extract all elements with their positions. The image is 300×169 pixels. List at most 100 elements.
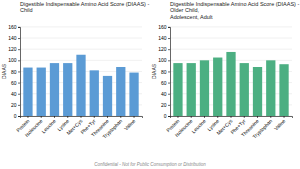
y-tick: 80 bbox=[161, 69, 170, 75]
grid bbox=[170, 27, 292, 116]
y-tick: 120 bbox=[158, 46, 170, 52]
y-tick: 100 bbox=[8, 57, 20, 63]
bars bbox=[173, 52, 288, 116]
tick-mark bbox=[18, 83, 20, 84]
y-axis-title: DIAAS bbox=[1, 63, 7, 79]
tick-mark bbox=[81, 116, 82, 118]
grid bbox=[20, 27, 142, 116]
axis-line bbox=[18, 27, 21, 116]
bar bbox=[116, 67, 125, 116]
bar bbox=[90, 70, 99, 116]
x-tick: Valine bbox=[273, 116, 287, 132]
bar bbox=[266, 60, 275, 116]
bar bbox=[37, 68, 46, 116]
y-axis: 0 20 40 60 80 100 120 140 160 bbox=[158, 24, 170, 119]
y-tick: 20 bbox=[161, 102, 170, 108]
tick-mark bbox=[18, 116, 20, 117]
y-tick: 60 bbox=[11, 80, 20, 86]
tick-mark bbox=[18, 60, 20, 61]
tick-mark bbox=[54, 116, 55, 118]
y-tick: 0 bbox=[14, 113, 20, 119]
y-tick: 20 bbox=[11, 102, 20, 108]
tick-label: 140 bbox=[8, 35, 17, 41]
tick-mark bbox=[27, 116, 28, 118]
tick-label: 80 bbox=[161, 69, 167, 75]
tick-mark bbox=[168, 105, 170, 106]
tick-label: Valine bbox=[123, 118, 137, 132]
tick-mark bbox=[41, 116, 42, 118]
x-tick: Tryptophan bbox=[251, 116, 273, 140]
chart-title: Digestible Indispensable Amino Acid Scor… bbox=[170, 1, 300, 20]
bar bbox=[240, 63, 249, 116]
x-tick: Leucine bbox=[190, 116, 207, 134]
tick-label: 100 bbox=[8, 57, 17, 63]
chart-title-line: Digestible Indispensable Amino Acid Scor… bbox=[170, 1, 300, 7]
tick-label: 160 bbox=[158, 24, 167, 30]
y-tick: 80 bbox=[11, 69, 20, 75]
grid-line bbox=[170, 26, 292, 27]
tick-label: 40 bbox=[11, 91, 17, 97]
tick-label: Leucine bbox=[40, 118, 57, 135]
bar bbox=[200, 60, 209, 116]
tick-mark bbox=[107, 116, 108, 118]
y-tick: 40 bbox=[11, 91, 20, 97]
bar bbox=[226, 52, 235, 116]
bar bbox=[213, 58, 222, 116]
tick-mark bbox=[217, 116, 218, 118]
tick-mark bbox=[168, 27, 170, 28]
y-tick: 40 bbox=[161, 91, 170, 97]
tick-mark bbox=[134, 116, 135, 118]
tick-label: 40 bbox=[161, 91, 167, 97]
tick-label: Leucine bbox=[190, 118, 207, 135]
y-tick: 100 bbox=[158, 57, 170, 63]
tick-label: 160 bbox=[8, 24, 17, 30]
tick-mark bbox=[67, 116, 68, 118]
x-tick: Valine bbox=[123, 116, 137, 132]
bar bbox=[173, 63, 182, 116]
y-tick: 0 bbox=[164, 113, 170, 119]
tick-mark bbox=[177, 116, 178, 118]
tick-mark bbox=[168, 60, 170, 61]
tick-mark bbox=[168, 71, 170, 72]
tick-label: 0 bbox=[164, 113, 167, 119]
grid-line bbox=[170, 38, 292, 39]
bar bbox=[23, 68, 32, 116]
tick-label: Tryptophan bbox=[251, 118, 273, 140]
tick-label: 60 bbox=[11, 80, 17, 86]
x-tick: Isoleucine bbox=[174, 116, 194, 138]
tick-label: 0 bbox=[14, 113, 17, 119]
bar bbox=[279, 64, 288, 116]
chart-title-line: Digestible Indispensable Amino Acid Scor… bbox=[20, 1, 151, 7]
tick-mark bbox=[244, 116, 245, 118]
tick-label: 140 bbox=[158, 35, 167, 41]
tick-mark bbox=[18, 71, 20, 72]
panel: 020406080100120140160ProteinIsoleucineLe… bbox=[1, 24, 143, 140]
tick-label: Isoleucine bbox=[24, 118, 44, 138]
y-tick: 160 bbox=[8, 24, 20, 30]
y-tick: 160 bbox=[158, 24, 170, 30]
tick-mark bbox=[18, 94, 20, 95]
bar bbox=[50, 63, 59, 116]
grid-line bbox=[20, 26, 142, 27]
x-axis: ProteinIsoleucineLeucineLysineMet+CysPhe… bbox=[165, 116, 293, 140]
tick-mark bbox=[204, 116, 205, 118]
bar bbox=[253, 67, 262, 116]
tick-mark bbox=[120, 116, 121, 118]
tick-label: 20 bbox=[161, 102, 167, 108]
chart-title-line: Adolescent, Adult bbox=[170, 14, 213, 20]
bar bbox=[187, 63, 196, 116]
tick-label: 120 bbox=[8, 46, 17, 52]
grid-line bbox=[170, 49, 292, 50]
tick-label: 120 bbox=[158, 46, 167, 52]
tick-mark bbox=[191, 116, 192, 118]
tick-mark bbox=[284, 116, 285, 118]
y-tick: 140 bbox=[158, 35, 170, 41]
tick-mark bbox=[168, 38, 170, 39]
tick-label: 20 bbox=[11, 102, 17, 108]
tick-mark bbox=[270, 116, 271, 118]
chart-root: Digestible Indispensable Amino Acid Scor… bbox=[0, 0, 300, 169]
tick-label: Isoleucine bbox=[174, 118, 194, 138]
y-axis: 0 20 40 60 80 100 120 140 160 bbox=[8, 24, 20, 119]
tick-mark bbox=[18, 49, 20, 50]
y-tick: 60 bbox=[161, 80, 170, 86]
